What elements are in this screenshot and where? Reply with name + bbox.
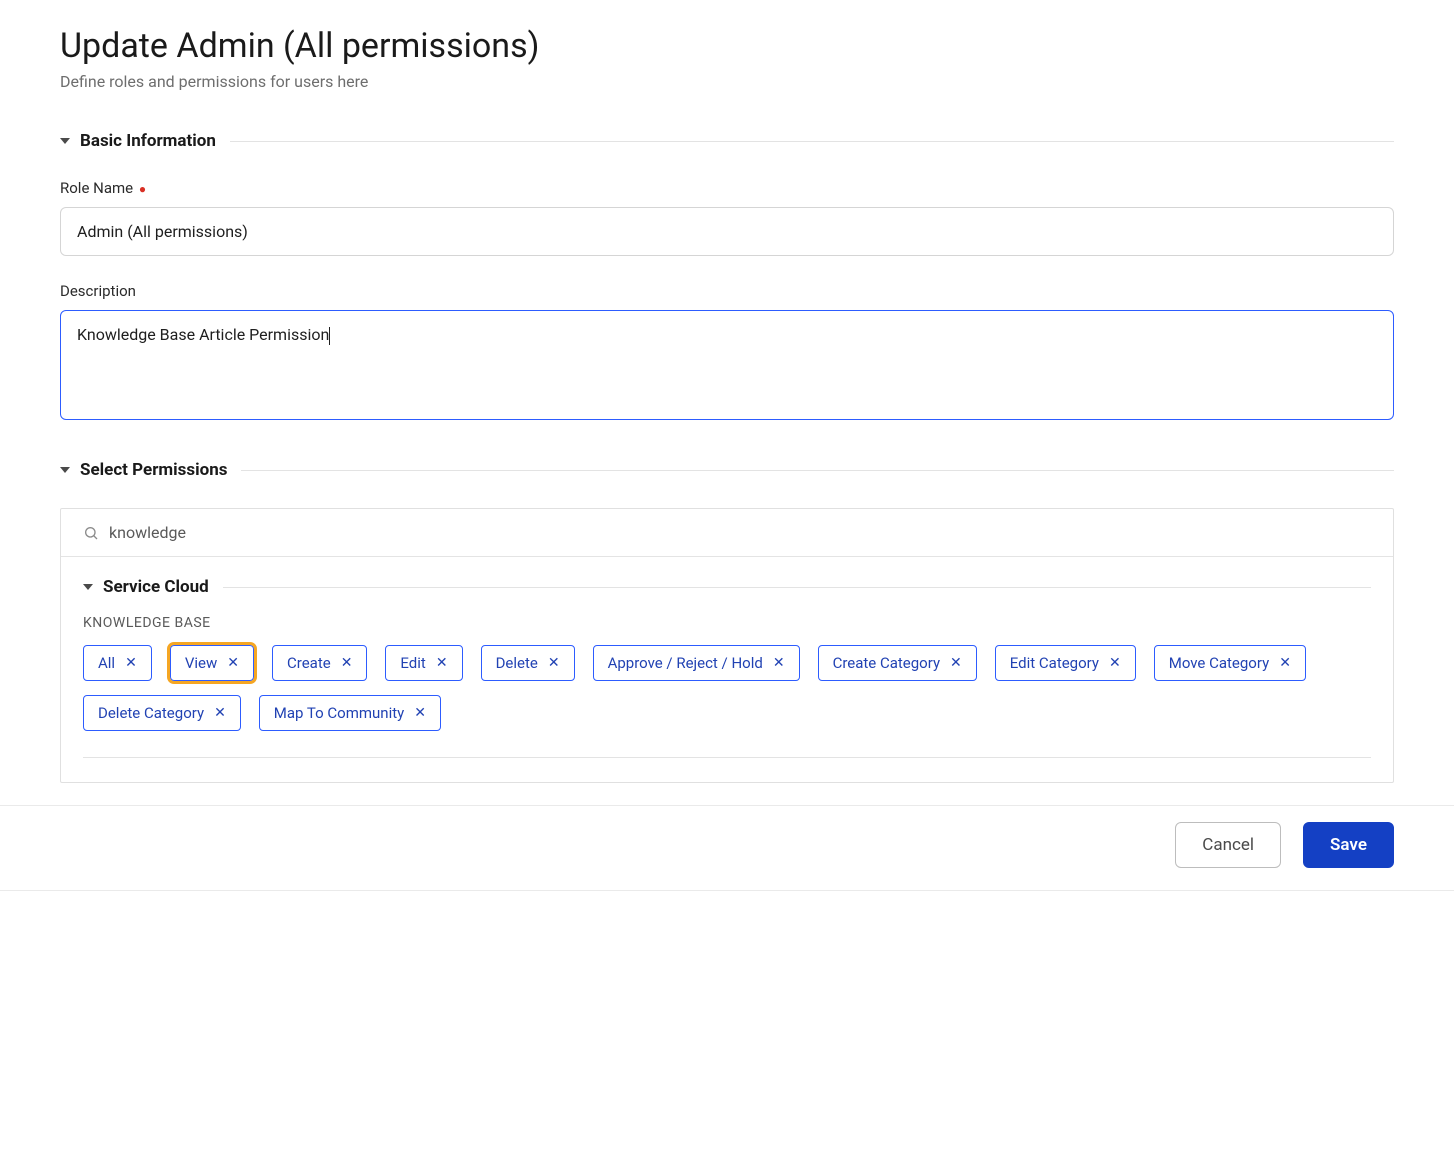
permission-chip[interactable]: Approve / Reject / Hold ✕ — [593, 645, 800, 681]
description-label: Description — [60, 282, 1394, 300]
divider-line — [223, 587, 1371, 588]
permissions-body: Service Cloud KNOWLEDGE BASE All✕View✕Cr… — [61, 557, 1393, 782]
required-indicator-icon: ● — [139, 182, 146, 196]
close-icon[interactable]: ✕ — [773, 656, 785, 670]
basic-info-label: Basic Information — [80, 131, 216, 151]
caret-down-icon — [83, 584, 93, 590]
page-container: Update Admin (All permissions) Define ro… — [0, 0, 1454, 783]
page-subtitle: Define roles and permissions for users h… — [60, 72, 1394, 91]
description-input[interactable]: Knowledge Base Article Permission — [60, 310, 1394, 420]
permission-chip-label: Approve / Reject / Hold — [608, 654, 763, 672]
permission-chip-label: Map To Community — [274, 704, 404, 722]
caret-down-icon — [60, 467, 70, 473]
permission-chip-label: Delete — [496, 654, 538, 672]
role-name-field: Role Name ● — [60, 179, 1394, 256]
group-label: Service Cloud — [103, 577, 209, 597]
role-name-label: Role Name ● — [60, 179, 1394, 197]
close-icon[interactable]: ✕ — [1109, 656, 1121, 670]
basic-info-heading[interactable]: Basic Information — [60, 131, 1394, 151]
caret-down-icon — [60, 138, 70, 144]
divider-line — [0, 890, 1454, 891]
select-permissions-label: Select Permissions — [80, 460, 227, 480]
text-cursor-icon — [329, 327, 330, 345]
close-icon[interactable]: ✕ — [125, 656, 137, 670]
footer-bar: Cancel Save — [0, 805, 1454, 890]
divider-line — [230, 141, 1394, 142]
save-button[interactable]: Save — [1303, 822, 1394, 868]
subgroup-label: KNOWLEDGE BASE — [83, 615, 1371, 631]
close-icon[interactable]: ✕ — [548, 656, 560, 670]
page-title: Update Admin (All permissions) — [60, 26, 1394, 66]
permissions-search-row — [61, 509, 1393, 557]
permissions-panel: Service Cloud KNOWLEDGE BASE All✕View✕Cr… — [60, 508, 1394, 783]
permission-chip[interactable]: Edit Category ✕ — [995, 645, 1136, 681]
permission-chip-label: Create Category — [833, 654, 940, 672]
permission-chip-label: View — [185, 654, 217, 672]
permission-chip[interactable]: Create Category ✕ — [818, 645, 977, 681]
permission-chip-label: Delete Category — [98, 704, 204, 722]
close-icon[interactable]: ✕ — [414, 706, 426, 720]
divider-line — [241, 470, 1394, 471]
permission-chip-label: Edit — [400, 654, 425, 672]
permission-chip-label: Edit Category — [1010, 654, 1099, 672]
permission-chip[interactable]: Map To Community ✕ — [259, 695, 441, 731]
select-permissions-section: Select Permissions Service Cloud — [60, 460, 1394, 783]
description-text: Knowledge Base Article Permission — [77, 325, 329, 344]
close-icon[interactable]: ✕ — [341, 656, 353, 670]
permission-chip[interactable]: Edit ✕ — [385, 645, 462, 681]
search-icon — [83, 525, 99, 541]
close-icon[interactable]: ✕ — [214, 706, 226, 720]
permission-chips-row: All✕View✕Create✕Edit✕Delete✕Approve / Re… — [83, 645, 1371, 731]
close-icon[interactable]: ✕ — [950, 656, 962, 670]
permission-chip-label: All — [98, 654, 115, 672]
role-name-input[interactable] — [60, 207, 1394, 256]
close-icon[interactable]: ✕ — [436, 656, 448, 670]
permission-chip[interactable]: All ✕ — [83, 645, 152, 681]
permission-chip-label: Create — [287, 654, 331, 672]
divider-line — [83, 757, 1371, 758]
select-permissions-heading[interactable]: Select Permissions — [60, 460, 1394, 480]
permission-chip[interactable]: Move Category ✕ — [1154, 645, 1306, 681]
permission-chip[interactable]: View ✕ — [170, 645, 254, 681]
permission-chip-label: Move Category — [1169, 654, 1269, 672]
group-heading-service-cloud[interactable]: Service Cloud — [83, 577, 1371, 597]
close-icon[interactable]: ✕ — [227, 656, 239, 670]
cancel-button[interactable]: Cancel — [1175, 822, 1281, 868]
close-icon[interactable]: ✕ — [1279, 656, 1291, 670]
permissions-search-input[interactable] — [109, 523, 1371, 542]
permission-chip[interactable]: Delete ✕ — [481, 645, 575, 681]
description-field: Description Knowledge Base Article Permi… — [60, 282, 1394, 420]
role-name-label-text: Role Name — [60, 179, 133, 197]
permission-chip[interactable]: Create ✕ — [272, 645, 367, 681]
permission-chip[interactable]: Delete Category ✕ — [83, 695, 241, 731]
